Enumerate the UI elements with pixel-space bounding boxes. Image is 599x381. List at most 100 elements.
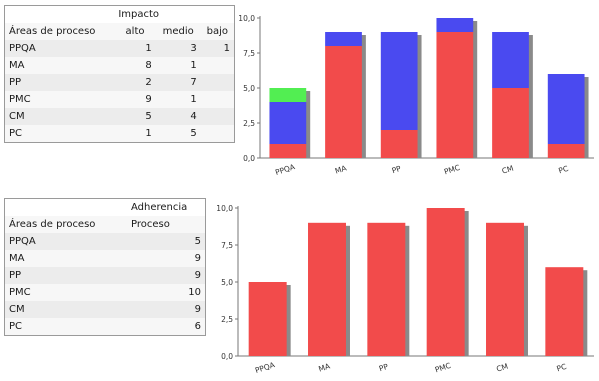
x-tick-label: PP — [378, 362, 390, 374]
table-group-header: Impacto — [114, 6, 234, 24]
y-tick-label: 2,5 — [221, 315, 233, 324]
y-tick-label: 2,5 — [243, 119, 255, 128]
bar-proceso-ma — [308, 223, 346, 356]
cell-area: PMC — [5, 284, 128, 301]
cell-bajo — [201, 57, 235, 74]
x-tick-label: CM — [501, 164, 515, 176]
cell-alto: 5 — [114, 108, 155, 125]
x-tick-label: MA — [317, 361, 332, 373]
column-header[interactable]: alto — [114, 23, 155, 40]
cell-bajo: 1 — [201, 40, 235, 57]
cell-area: PC — [5, 318, 128, 336]
cell-proceso: 9 — [127, 301, 206, 318]
x-tick-label: PMC — [443, 163, 461, 177]
column-header[interactable]: bajo — [201, 23, 235, 40]
cell-medio: 3 — [156, 40, 201, 57]
column-header[interactable]: Áreas de proceso — [5, 216, 128, 233]
bar-alto-pc — [548, 144, 585, 158]
cell-area: PP — [5, 267, 128, 284]
impacto-table: Impacto Áreas de proceso alto medio bajo… — [4, 5, 235, 143]
x-tick-label: PMC — [434, 361, 452, 375]
y-tick-label: 5,0 — [221, 278, 233, 287]
table-row[interactable]: PMC 9 1 — [5, 91, 235, 108]
table-group-header: Adherencia — [127, 199, 206, 217]
bar-proceso-ppqa — [249, 282, 287, 356]
cell-area: PPQA — [5, 233, 128, 250]
x-tick-label: PPQA — [274, 162, 297, 177]
x-tick-label: PC — [557, 164, 569, 176]
cell-alto: 2 — [114, 74, 155, 91]
column-header[interactable]: medio — [156, 23, 201, 40]
table-header-row: Áreas de proceso alto medio bajo — [5, 23, 235, 40]
x-tick-label: MA — [334, 163, 349, 175]
impacto-stacked-bar-chart: 0,0 2,5 5,0 7,5 10,0 PPQA MA PP PMC CM PC — [238, 2, 598, 192]
cell-area: PC — [5, 125, 115, 143]
table-row[interactable]: CM 5 4 — [5, 108, 235, 125]
table-row[interactable]: CM 9 — [5, 301, 206, 318]
cell-bajo — [201, 125, 235, 143]
bar-medio-ma — [325, 32, 362, 46]
cell-alto: 9 — [114, 91, 155, 108]
y-tick-label: 5,0 — [243, 84, 255, 93]
bar-proceso-pp — [367, 223, 405, 356]
x-tick-label: PC — [556, 362, 568, 374]
cell-bajo — [201, 74, 235, 91]
cell-area: CM — [5, 108, 115, 125]
bar-medio-pp — [381, 32, 418, 130]
x-tick-label: CM — [495, 362, 509, 374]
bar-medio-cm — [492, 32, 529, 88]
cell-alto: 1 — [114, 125, 155, 143]
cell-proceso: 10 — [127, 284, 206, 301]
table-group-header-row: Impacto — [5, 6, 235, 24]
table-row[interactable]: PC 1 5 — [5, 125, 235, 143]
bar-alto-ppqa — [269, 144, 306, 158]
cell-proceso: 9 — [127, 250, 206, 267]
bar-medio-pmc — [436, 18, 473, 32]
x-tick-label: PPQA — [254, 360, 277, 375]
bar-alto-pp — [381, 130, 418, 158]
column-header[interactable]: Áreas de proceso — [5, 23, 115, 40]
cell-medio: 1 — [156, 57, 201, 74]
cell-bajo — [201, 108, 235, 125]
table-group-header-row: Adherencia — [5, 199, 206, 217]
table-row[interactable]: PP 2 7 — [5, 74, 235, 91]
table-row[interactable]: MA 9 — [5, 250, 206, 267]
adherencia-table: Adherencia Áreas de proceso Proceso PPQA… — [4, 198, 206, 336]
cell-proceso: 9 — [127, 267, 206, 284]
bar-medio-ppqa — [269, 102, 306, 144]
column-header[interactable]: Proceso — [127, 216, 206, 233]
bar-alto-ma — [325, 46, 362, 158]
table-header-row: Áreas de proceso Proceso — [5, 216, 206, 233]
table-row[interactable]: PC 6 — [5, 318, 206, 336]
y-tick-label: 7,5 — [221, 241, 233, 250]
table-row[interactable]: PP 9 — [5, 267, 206, 284]
y-tick-label: 10,0 — [238, 14, 255, 23]
cell-medio: 7 — [156, 74, 201, 91]
y-tick-label: 10,0 — [216, 204, 233, 213]
cell-alto: 8 — [114, 57, 155, 74]
cell-area: PPQA — [5, 40, 115, 57]
table-header-empty — [5, 199, 128, 217]
x-tick-label: PP — [391, 164, 403, 176]
y-tick-label: 0,0 — [243, 154, 255, 163]
table-row[interactable]: MA 8 1 — [5, 57, 235, 74]
table-header-empty — [5, 6, 115, 24]
cell-alto: 1 — [114, 40, 155, 57]
bar-medio-pc — [548, 74, 585, 144]
bar-bajo-ppqa — [269, 88, 306, 102]
cell-medio: 5 — [156, 125, 201, 143]
table-row[interactable]: PPQA 1 3 1 — [5, 40, 235, 57]
cell-area: PP — [5, 74, 115, 91]
cell-area: PMC — [5, 91, 115, 108]
cell-area: CM — [5, 301, 128, 318]
bar-alto-pmc — [436, 32, 473, 158]
bar-proceso-pc — [545, 267, 583, 356]
cell-medio: 1 — [156, 91, 201, 108]
cell-bajo — [201, 91, 235, 108]
y-tick-label: 0,0 — [221, 352, 233, 361]
bar-proceso-cm — [486, 223, 524, 356]
table-row[interactable]: PPQA 5 — [5, 233, 206, 250]
cell-area: MA — [5, 57, 115, 74]
cell-proceso: 5 — [127, 233, 206, 250]
table-row[interactable]: PMC 10 — [5, 284, 206, 301]
